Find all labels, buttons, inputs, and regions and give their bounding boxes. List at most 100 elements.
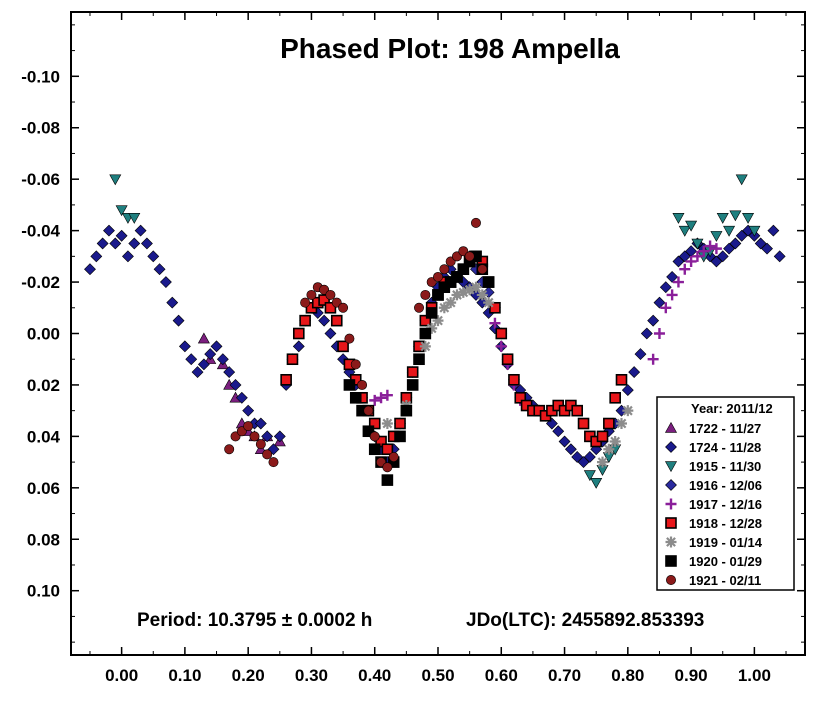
data-point <box>381 389 393 401</box>
data-point <box>381 474 394 486</box>
data-point <box>716 250 729 263</box>
data-point <box>210 340 223 353</box>
data-point <box>375 435 387 448</box>
legend-marker <box>665 498 677 510</box>
data-point <box>489 301 501 314</box>
data-point <box>286 353 299 366</box>
data-point <box>672 213 685 224</box>
data-point <box>457 286 469 298</box>
data-point <box>381 443 394 456</box>
y-tick-label: 0.08 <box>27 530 60 549</box>
legend-label: 1916 - 12/06 <box>689 478 762 493</box>
data-point <box>615 373 628 386</box>
data-points <box>84 174 786 489</box>
data-point <box>691 238 704 250</box>
legend-marker <box>665 479 677 491</box>
legend-marker <box>664 461 678 473</box>
data-point <box>508 373 520 386</box>
x-axis: 0.00 0.10 0.20 0.30 0.40 0.50 0.60 0.70 0.80 0.90… <box>89 12 787 685</box>
x-tick-label: 0.60 <box>485 666 518 685</box>
data-point <box>432 315 444 327</box>
data-point <box>425 307 438 319</box>
data-point <box>445 297 457 309</box>
data-point <box>96 237 109 250</box>
data-point <box>666 289 678 301</box>
legend-label: 1722 - 11/27 <box>689 421 761 436</box>
series-1915 <box>109 174 761 489</box>
y-tick-label: 0.10 <box>27 582 60 601</box>
y-axis: -0.10 -0.08 -0.06 -0.04 -0.02 0.00 0.02 0.04 0.0… <box>21 24 805 643</box>
data-point <box>678 225 691 237</box>
data-point <box>477 264 488 275</box>
data-point <box>483 297 495 309</box>
x-tick-label: 0.90 <box>675 666 708 685</box>
data-point <box>280 373 292 386</box>
data-point <box>103 224 115 237</box>
data-point <box>394 417 406 430</box>
data-point <box>90 250 103 263</box>
data-point <box>564 443 577 456</box>
period-annotation: Period: 10.3795 ± 0.0002 h <box>137 610 372 631</box>
data-point <box>577 456 590 469</box>
y-tick-label: -0.02 <box>21 273 60 292</box>
data-point <box>495 340 507 352</box>
data-point <box>647 314 660 327</box>
data-point <box>761 242 773 255</box>
data-point <box>622 405 634 417</box>
data-point <box>375 392 387 404</box>
legend-marker <box>665 555 677 567</box>
x-tick-label: 0.40 <box>358 666 391 685</box>
data-point <box>84 263 96 276</box>
data-point <box>590 477 603 489</box>
data-point <box>597 456 609 468</box>
legend-marker <box>666 575 676 585</box>
data-point <box>609 436 621 448</box>
data-point <box>109 237 122 250</box>
data-point <box>159 276 172 288</box>
data-point <box>552 425 565 438</box>
data-point <box>640 327 653 340</box>
data-point <box>609 391 621 404</box>
data-point <box>621 384 634 397</box>
data-point <box>273 430 286 443</box>
data-point <box>451 289 463 301</box>
data-point <box>153 263 166 276</box>
data-point <box>197 332 210 344</box>
data-point <box>318 294 330 306</box>
data-point <box>685 255 697 267</box>
x-tick-label: 0.80 <box>611 666 644 685</box>
data-point <box>128 237 141 250</box>
data-point <box>400 404 413 417</box>
legend-marker <box>665 536 677 548</box>
data-point <box>254 417 267 430</box>
data-point <box>324 301 337 314</box>
y-tick-label: 0.06 <box>27 479 60 498</box>
x-tick-label: 0.20 <box>232 666 265 685</box>
legend-label: 1917 - 12/16 <box>689 497 762 512</box>
data-point <box>679 263 691 275</box>
data-point <box>616 418 627 430</box>
data-point <box>698 245 710 257</box>
data-point <box>324 327 337 340</box>
data-point <box>261 430 274 443</box>
data-point <box>318 314 331 327</box>
data-point <box>767 224 780 237</box>
data-point <box>115 205 128 217</box>
data-point <box>185 353 198 366</box>
data-point <box>413 353 425 366</box>
data-point <box>476 289 488 301</box>
data-point <box>344 333 355 344</box>
data-point <box>406 379 419 391</box>
y-tick-label: 0.00 <box>27 325 60 344</box>
data-point <box>583 451 596 463</box>
data-point <box>128 213 141 224</box>
data-point <box>235 391 248 404</box>
data-point <box>382 462 393 473</box>
data-point <box>754 237 767 250</box>
data-point <box>596 430 609 443</box>
data-point <box>558 435 571 448</box>
y-tick-label: -0.06 <box>21 170 60 189</box>
data-point <box>647 353 659 365</box>
data-point <box>735 229 748 242</box>
